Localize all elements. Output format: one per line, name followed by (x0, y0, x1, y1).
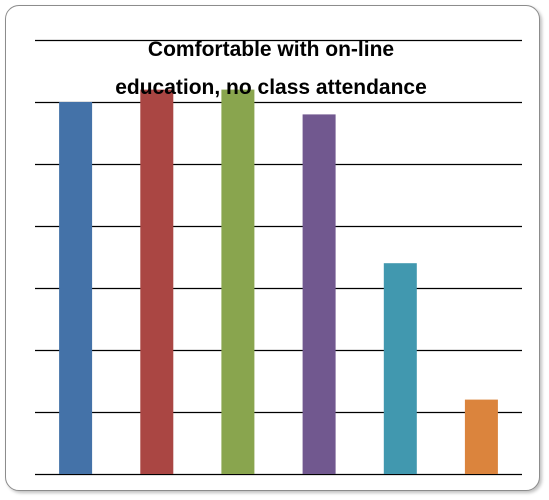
bar-6 (464, 399, 498, 474)
bar-1 (59, 102, 93, 474)
chart-title-line-2: education, no class attendance (115, 76, 427, 99)
bar-2 (140, 89, 174, 474)
bar-5 (383, 263, 417, 474)
bar-3 (221, 89, 255, 474)
bar-4 (302, 114, 336, 475)
gridlines (35, 39, 522, 476)
bars (59, 89, 498, 475)
chart-frame (5, 5, 540, 491)
chart-title-line-1: Comfortable with on-line (148, 38, 394, 61)
